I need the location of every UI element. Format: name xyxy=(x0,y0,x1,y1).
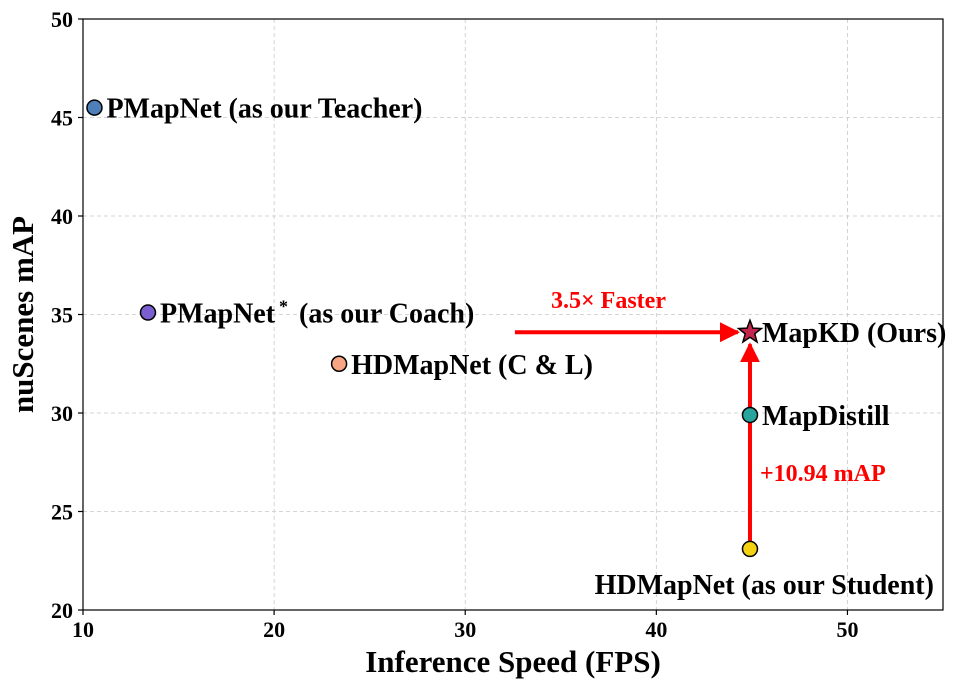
data-points: PMapNet (as our Teacher) PMapNet * (as our… xyxy=(86,94,946,601)
point-label: HDMapNet (C & L) xyxy=(351,350,593,381)
data-point xyxy=(741,540,759,558)
point-label: MapDistill xyxy=(762,401,890,432)
y-tick-label: 50 xyxy=(51,7,73,32)
x-tick-label: 50 xyxy=(836,617,858,642)
x-axis-label: Inference Speed (FPS) xyxy=(365,644,661,679)
point-label: MapKD (Ours) xyxy=(762,318,946,349)
y-tick-label: 45 xyxy=(51,106,73,131)
y-tick-label: 25 xyxy=(51,500,73,525)
y-tick-label: 40 xyxy=(51,204,73,229)
x-tick-label: 20 xyxy=(263,617,285,642)
y-tick-label: 20 xyxy=(51,598,73,623)
y-tick-label: 35 xyxy=(51,303,73,328)
point-label: PMapNet * (as our Coach) xyxy=(160,297,474,330)
annotation-faster: 3.5× Faster xyxy=(551,288,666,314)
x-tick-label: 40 xyxy=(645,617,667,642)
point-label: PMapNet (as our Teacher) xyxy=(106,94,422,125)
x-tick-label: 30 xyxy=(454,617,476,642)
data-point xyxy=(86,99,103,116)
y-tick-label: 30 xyxy=(51,401,73,426)
data-point xyxy=(741,406,759,424)
data-point-star xyxy=(736,318,764,344)
annotation-map-gain: +10.94 mAP xyxy=(760,461,886,487)
annotation-arrows xyxy=(514,322,760,541)
x-tick-label: 10 xyxy=(72,617,94,642)
point-label: HDMapNet (as our Student) xyxy=(595,570,934,601)
y-axis-label: nuScenes mAP xyxy=(5,216,40,413)
data-point xyxy=(139,304,157,321)
data-point xyxy=(330,355,348,372)
